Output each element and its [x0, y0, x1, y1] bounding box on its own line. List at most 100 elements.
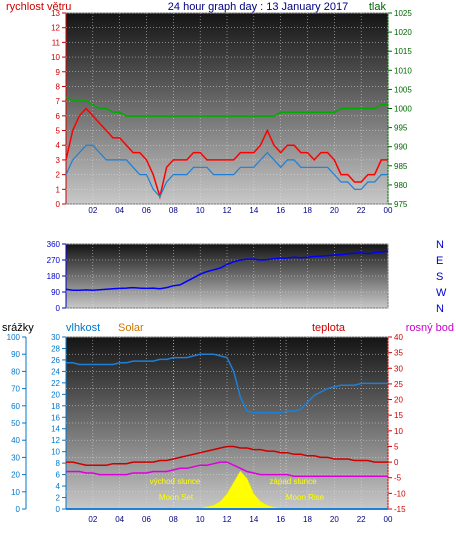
compass-label: N — [436, 239, 444, 251]
rain-tick-label: 50 — [11, 419, 20, 428]
series-layer — [65, 96, 389, 510]
compass-label: S — [436, 271, 443, 283]
wind-tick-label: 8 — [56, 82, 61, 91]
humidity-tick-label: 28 — [51, 344, 60, 353]
wind-gust-series — [65, 107, 388, 200]
wind-tick-label: 0 — [56, 200, 61, 209]
x-tick-label: 10 — [196, 206, 205, 215]
direction-tick-label: 90 — [51, 288, 60, 297]
label-layer: 0202040406060808101012121414161618182020… — [7, 9, 447, 524]
pressure-tick-label: 1025 — [394, 9, 412, 18]
rain-legend: srážky — [2, 322, 34, 334]
temperature-tick-label: 5 — [394, 442, 399, 451]
temperature-tick-label: -5 — [394, 474, 402, 483]
pressure-tick-label: 995 — [394, 124, 408, 133]
rain-tick-label: 100 — [7, 333, 21, 342]
compass-label: W — [436, 287, 447, 299]
wind-direction-series — [65, 250, 389, 291]
rain-tick-label: 70 — [11, 385, 20, 394]
rain-tick-label: 60 — [11, 402, 20, 411]
pressure-tick-label: 980 — [394, 181, 408, 190]
wind-tick-label: 10 — [51, 53, 60, 62]
x-tick-label: 06 — [142, 206, 151, 215]
x-tick-label: 14 — [249, 206, 258, 215]
sunset-annotation: západ slunce — [269, 477, 317, 486]
x-tick-label: 20 — [330, 206, 339, 215]
pressure-axis-label: tlak — [369, 1, 387, 13]
pressure-tick-label: 985 — [394, 162, 408, 171]
humidity-tick-label: 30 — [51, 333, 60, 342]
wind-tick-label: 3 — [56, 156, 61, 165]
humidity-tick-label: 8 — [56, 459, 61, 468]
temperature-series — [66, 445, 388, 466]
moonset-annotation: Moon Set — [159, 493, 194, 502]
wind-tick-label: 7 — [56, 97, 61, 106]
x-tick-label: 00 — [384, 515, 393, 524]
wind-axis-label: rychlost větru — [6, 1, 71, 13]
x-tick-label: 04 — [115, 206, 124, 215]
wind-tick-label: 1 — [56, 185, 61, 194]
x-tick-label: 18 — [303, 206, 312, 215]
temperature-tick-label: 0 — [394, 458, 399, 467]
dewpoint-series — [66, 461, 388, 477]
pressure-tick-label: 1015 — [394, 47, 412, 56]
pressure-series — [65, 96, 388, 117]
rain-tick-label: 20 — [11, 471, 20, 480]
direction-tick-label: 180 — [47, 272, 61, 281]
x-tick-label: 12 — [223, 515, 232, 524]
x-tick-label: 10 — [196, 515, 205, 524]
humidity-tick-label: 14 — [51, 425, 60, 434]
direction-tick-label: 0 — [56, 304, 61, 313]
humidity-tick-label: 24 — [51, 367, 60, 376]
x-tick-label: 08 — [169, 206, 178, 215]
humidity-tick-label: 2 — [56, 494, 61, 503]
sunrise-annotation: východ slunce — [150, 477, 201, 486]
temperature-legend: teplota — [312, 322, 346, 334]
compass-label: N — [436, 303, 444, 315]
humidity-tick-label: 0 — [56, 505, 61, 514]
rain-tick-label: 0 — [16, 505, 21, 514]
x-tick-label: 14 — [249, 515, 258, 524]
dewpoint-legend: rosný bod — [406, 322, 454, 334]
humidity-tick-label: 12 — [51, 436, 60, 445]
compass-label: E — [436, 255, 443, 267]
wind-tick-label: 13 — [51, 9, 60, 18]
rain-tick-label: 10 — [11, 488, 20, 497]
humidity-legend: vlhkost — [66, 322, 100, 334]
temperature-tick-label: 15 — [394, 411, 403, 420]
pressure-tick-label: 975 — [394, 200, 408, 209]
humidity-tick-label: 22 — [51, 379, 60, 388]
temperature-tick-label: 20 — [394, 396, 403, 405]
solar-legend: Solar — [118, 322, 144, 334]
humidity-tick-label: 4 — [56, 482, 61, 491]
temperature-tick-label: 30 — [394, 364, 403, 373]
humidity-tick-label: 16 — [51, 413, 60, 422]
grid-layer — [66, 12, 389, 510]
rain-tick-label: 40 — [11, 436, 20, 445]
x-tick-label: 16 — [276, 515, 285, 524]
temperature-tick-label: -10 — [394, 489, 406, 498]
x-tick-label: 02 — [88, 515, 97, 524]
humidity-tick-label: 18 — [51, 402, 60, 411]
x-tick-label: 08 — [169, 515, 178, 524]
direction-tick-label: 360 — [47, 240, 61, 249]
x-tick-label: 12 — [223, 206, 232, 215]
moonrise-annotation: Moon Rise — [286, 493, 325, 502]
humidity-tick-label: 10 — [51, 448, 60, 457]
x-tick-label: 06 — [142, 515, 151, 524]
temperature-tick-label: 25 — [394, 380, 403, 389]
temperature-tick-label: 40 — [394, 333, 403, 342]
wind-speed-series — [65, 144, 388, 198]
x-tick-label: 16 — [276, 206, 285, 215]
wind-tick-label: 9 — [56, 68, 61, 77]
x-tick-label: 02 — [88, 206, 97, 215]
pressure-tick-label: 1005 — [394, 85, 412, 94]
humidity-tick-label: 26 — [51, 356, 60, 365]
humidity-series — [66, 353, 388, 414]
pressure-tick-label: 1000 — [394, 105, 412, 114]
x-tick-label: 22 — [357, 515, 366, 524]
rain-tick-label: 80 — [11, 367, 20, 376]
wind-tick-label: 4 — [56, 141, 61, 150]
